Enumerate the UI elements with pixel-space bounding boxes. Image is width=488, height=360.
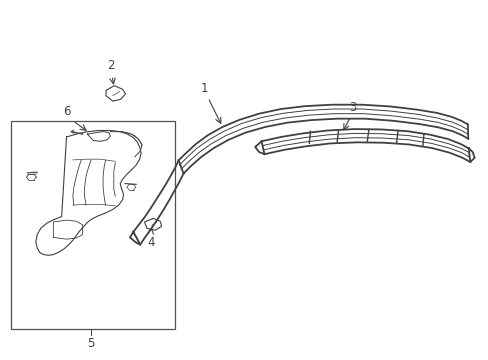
Text: 4: 4: [147, 235, 154, 249]
Bar: [11, 121, 174, 329]
Text: 2: 2: [106, 59, 114, 72]
Polygon shape: [468, 148, 474, 162]
Text: 3: 3: [348, 101, 356, 114]
Text: 6: 6: [62, 105, 70, 118]
Text: 5: 5: [87, 337, 94, 350]
Text: 1: 1: [201, 82, 208, 95]
Polygon shape: [130, 232, 140, 244]
